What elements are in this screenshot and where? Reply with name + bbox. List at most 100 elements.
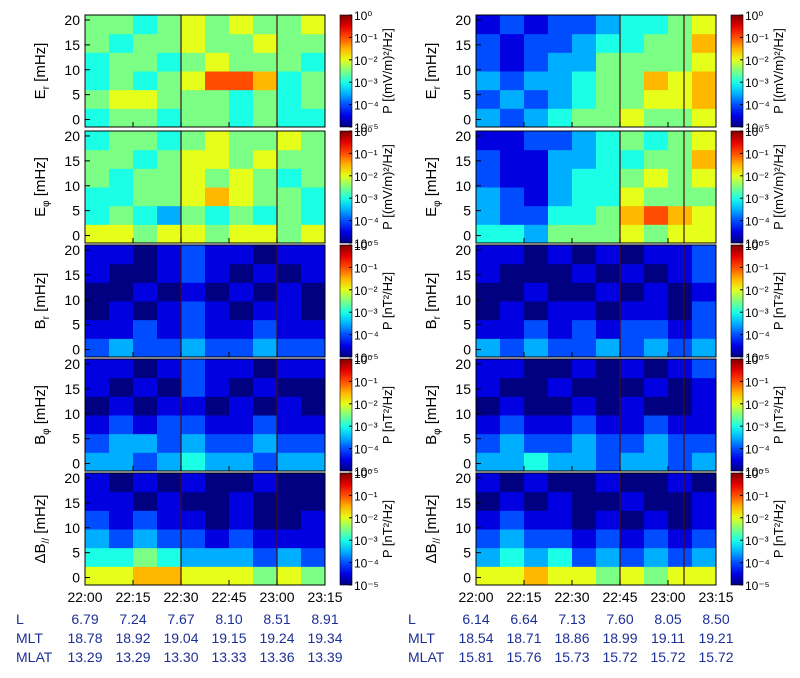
heatmap-cell (500, 319, 525, 339)
heatmap-cell (205, 338, 230, 358)
heatmap-cell (644, 245, 669, 265)
plot-frame (475, 472, 717, 586)
heatmap-cell (644, 359, 669, 379)
heatmap-cell (524, 433, 549, 453)
heatmap-cell (500, 377, 525, 397)
heatmap-cell (85, 338, 110, 358)
heatmap-cell (277, 263, 302, 283)
heatmap-cell (277, 359, 302, 379)
heatmap-cell (277, 301, 302, 321)
heatmap-cell (524, 529, 549, 549)
heatmap-cell (109, 491, 134, 511)
y-axis-label: Er [mHz] (32, 43, 52, 100)
heatmap-cell (253, 89, 278, 109)
heatmap-cell (109, 282, 134, 302)
heatmap-cell (572, 473, 597, 493)
heatmap-cell (85, 359, 110, 379)
heatmap-cell (205, 473, 230, 493)
colorbar-tick-label: 10⁻³ (354, 534, 378, 548)
colorbar-tick-label: 10⁻² (354, 170, 378, 184)
heatmap-cell (668, 245, 693, 265)
heatmap-cell (548, 168, 573, 188)
heatmap-cell (277, 415, 302, 435)
heatmap-cell (181, 52, 206, 72)
plot-frame (84, 244, 326, 358)
colorbar (339, 14, 353, 128)
heatmap-cell (205, 510, 230, 530)
heatmap-cell (524, 149, 549, 169)
y-axis-label: Br [mHz] (423, 273, 443, 330)
heatmap-cell (229, 547, 254, 567)
heatmap-cell (548, 108, 573, 128)
y-label-unit: [mHz] (423, 43, 440, 86)
heatmap-cell (205, 396, 230, 416)
ephemeris-value: 8.05 (654, 611, 681, 627)
y-tick-label: 0 (463, 228, 471, 244)
heatmap-cell (301, 547, 326, 567)
heatmap-cell (572, 359, 597, 379)
heatmap-cell (596, 433, 621, 453)
heatmap-cell (692, 52, 717, 72)
heatmap-cell (524, 187, 549, 207)
heatmap-cell (596, 396, 621, 416)
heatmap-cell (229, 168, 254, 188)
y-tick-label: 20 (64, 470, 80, 486)
y-tick-label: 0 (463, 112, 471, 128)
heatmap-cell (109, 263, 134, 283)
heatmap-cell (668, 529, 693, 549)
heatmap-cell (253, 452, 278, 472)
heatmap-cell (476, 491, 501, 511)
heatmap-cell (301, 205, 326, 225)
heatmap-cell (644, 71, 669, 91)
heatmap-cell (596, 510, 621, 530)
heatmap-cell (476, 108, 501, 128)
heatmap-cell (476, 377, 501, 397)
heatmap-cell (181, 433, 206, 453)
heatmap-cell (572, 33, 597, 53)
heatmap-cell (229, 510, 254, 530)
colorbar-tick-label: 10⁻³ (745, 192, 769, 206)
heatmap-cell (109, 510, 134, 530)
ephemeris-name: MLT (16, 630, 43, 646)
y-label-subscript: φ (41, 200, 52, 207)
heatmap-cell (229, 301, 254, 321)
heatmap-cell (109, 433, 134, 453)
heatmap-cell (620, 224, 645, 244)
colorbar-tick-label: 10⁰ (354, 353, 372, 367)
heatmap-cell (500, 338, 525, 358)
y-tick-label: 10 (64, 178, 80, 194)
heatmap-cell (253, 168, 278, 188)
colorbar-tick-label: 10⁰ (745, 353, 763, 367)
heatmap-cell (548, 359, 573, 379)
y-tick-label: 15 (64, 267, 80, 283)
heatmap-cell (205, 71, 230, 91)
heatmap-cell (133, 187, 158, 207)
y-tick-label: 0 (72, 342, 80, 358)
heatmap-cell (692, 282, 717, 302)
heatmap-cell (644, 473, 669, 493)
heatmap-cell (476, 263, 501, 283)
heatmap-cell (229, 224, 254, 244)
heatmap-cell (668, 319, 693, 339)
heatmap-cell (229, 205, 254, 225)
y-tick-label: 20 (64, 242, 80, 258)
heatmap-cell (229, 319, 254, 339)
heatmap-cell (668, 338, 693, 358)
colorbar-tick-label: 10⁻¹ (354, 31, 378, 45)
heatmap-cell (301, 224, 326, 244)
heatmap-cell (109, 473, 134, 493)
heatmap-cell (668, 301, 693, 321)
heatmap-cell (596, 491, 621, 511)
heatmap-cell (229, 33, 254, 53)
heatmap-cell (668, 15, 693, 35)
colorbar-tick-label: 10⁻⁵ (354, 579, 379, 593)
y-label-unit: [mHz] (423, 495, 440, 538)
heatmap-cell (109, 52, 134, 72)
heatmap-cell (692, 547, 717, 567)
heatmap-cell (85, 473, 110, 493)
colorbar-tick-label: 10⁰ (745, 9, 763, 23)
heatmap-cell (572, 205, 597, 225)
heatmap-cell (205, 433, 230, 453)
y-label-subscript: r (432, 85, 443, 89)
heatmap-cell (157, 245, 182, 265)
